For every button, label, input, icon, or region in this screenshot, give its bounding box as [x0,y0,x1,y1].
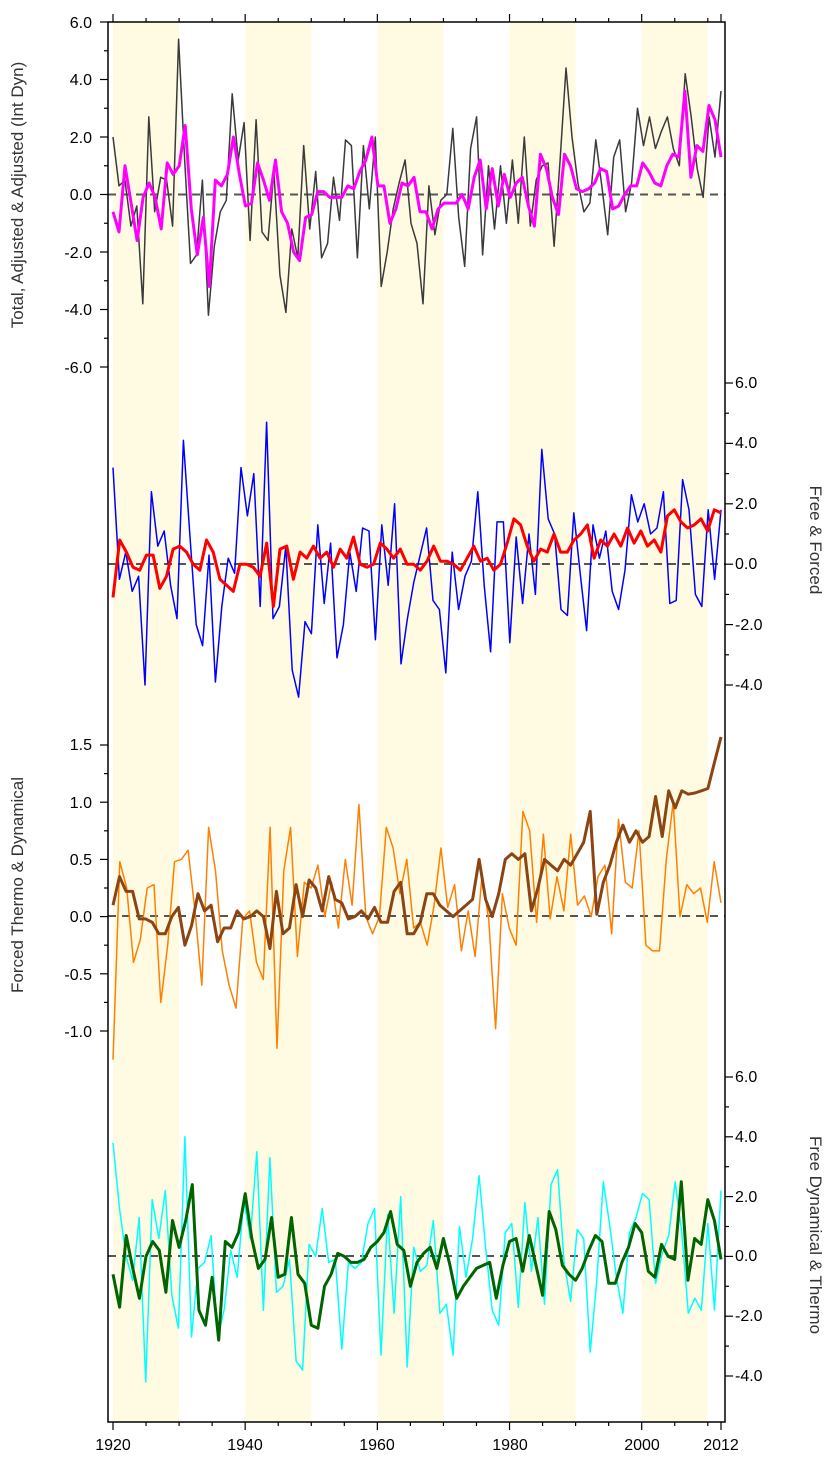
y-tick-label: -1.0 [64,1024,92,1041]
y-tick-label: -2.0 [64,245,92,262]
series-lines [111,38,723,1383]
y-tick-label: -2.0 [735,617,763,634]
y-tick-label: 6.0 [735,375,757,392]
y-tick-label: 1.5 [70,737,92,754]
x-tick-label: 2012 [703,1437,739,1454]
decade-shade [377,22,444,1422]
series-line-adjusted [111,89,723,288]
y-tick-label: 1.0 [70,795,92,812]
y-tick-label: 0.0 [735,1248,757,1265]
y-axis-title: Free Dynamical & Thermo [806,1136,825,1334]
y-tick-label: 6.0 [70,15,92,32]
y-tick-label: 4.0 [735,1129,757,1146]
y-tick-label: 2.0 [70,130,92,147]
x-tick-label: 2000 [624,1437,660,1454]
y-tick-label: 2.0 [735,496,757,513]
series-line-free_thermo [111,1180,723,1342]
y-tick-label: -0.5 [64,967,92,984]
y-tick-label: 0.0 [70,909,92,926]
series-line-forced_thermo [111,736,723,951]
plot-frame [107,21,726,1423]
y-tick-label: 0.0 [735,556,757,573]
decade-shade [113,22,180,1422]
y-tick-label: 4.0 [70,72,92,89]
x-tick-label: 1960 [359,1437,395,1454]
series-line-forced [111,508,722,608]
y-tick-label: 0.5 [70,852,92,869]
y-axis-title: Free & Forced [806,486,825,595]
y-tick-label: -4.0 [735,677,763,694]
y-tick-label: -6.0 [64,360,92,377]
x-tick-label: 1980 [492,1437,528,1454]
y-tick-label: 2.0 [735,1189,757,1206]
y-tick-label: 0.0 [70,187,92,204]
series-line-total [112,38,722,316]
y-tick-label: -2.0 [735,1308,763,1325]
decade-shade [641,22,708,1422]
decade-shade [509,22,576,1422]
x-tick-label: 1920 [95,1437,131,1454]
y-tick-label: -4.0 [64,302,92,319]
y-tick-label: 4.0 [735,435,757,452]
y-tick-label: 6.0 [735,1069,757,1086]
x-tick-label: 1940 [227,1437,263,1454]
y-axis-title: Total, Adjusted & Adjusted (Int Dyn) [8,62,27,328]
y-tick-label: -4.0 [735,1368,763,1385]
y-axis-title: Forced Thermo & Dynamical [8,777,27,993]
decade-shade [245,22,312,1422]
